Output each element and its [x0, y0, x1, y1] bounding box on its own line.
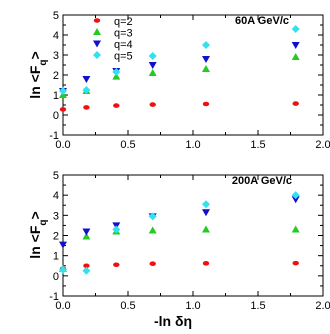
x-tick-label: 1.5 — [250, 300, 265, 312]
plot-frame — [62, 14, 324, 136]
x-tick-label: 1.0 — [185, 300, 200, 312]
y-tick-label: 3 — [53, 50, 59, 62]
y-tick-label: -1 — [49, 291, 59, 303]
legend-marker-q4 — [93, 40, 101, 48]
data-point-q5 — [291, 191, 300, 200]
data-point-q2 — [113, 262, 120, 268]
y-axis-label-close: > — [27, 211, 43, 219]
data-point-q5 — [148, 52, 157, 60]
legend-marker-q5 — [93, 51, 101, 59]
data-point-q3 — [82, 232, 91, 240]
y-tick-label: 4 — [53, 30, 59, 42]
x-tick-label: 0.0 — [55, 139, 70, 151]
data-point-q5 — [59, 87, 67, 95]
y-axis-label-main: ln <F — [27, 225, 43, 259]
y-tick-label: 1 — [53, 90, 59, 102]
y-tick-label: 5 — [53, 170, 59, 182]
data-point-q5 — [291, 25, 300, 33]
data-point-q2 — [202, 101, 210, 107]
x-tick-label: 1.0 — [185, 139, 200, 151]
data-point-q3 — [202, 225, 210, 233]
y-tick-label: 3 — [53, 210, 59, 222]
y-axis-label: ln <Fq> — [27, 211, 49, 258]
data-point-q4 — [202, 56, 210, 63]
x-tick-label: 2.0 — [315, 139, 330, 151]
data-point-q4 — [148, 62, 157, 69]
data-point-q5 — [148, 212, 157, 221]
data-point-q4 — [291, 42, 300, 49]
y-tick-label: 2 — [53, 70, 59, 82]
y-axis-label-close: > — [27, 51, 43, 59]
y-tick-label: 0 — [53, 110, 59, 122]
x-tick-label: 2.0 — [315, 300, 330, 312]
data-point-q3 — [112, 72, 121, 80]
data-point-q2 — [83, 105, 90, 110]
data-point-q2 — [149, 261, 156, 267]
data-point-q3 — [202, 65, 210, 72]
legend-marker-q3 — [93, 28, 101, 35]
legend-label: q=4 — [114, 39, 133, 51]
data-point-q2 — [59, 107, 67, 112]
x-tick-label: 0.5 — [120, 300, 135, 312]
data-point-q5 — [112, 68, 121, 76]
data-point-q5 — [82, 266, 91, 275]
panel-200a: 0.0 0.5 1.0 1.5 2.0 -1 0 1 2 3 4 5 ln <Fq> -ln δη 200A… — [27, 170, 330, 329]
data-point-q5 — [202, 200, 210, 209]
data-point-q2 — [83, 263, 90, 269]
y-tick-label: 4 — [53, 190, 59, 202]
y-axis-label-sub: q — [38, 220, 49, 226]
y-tick-label: -1 — [49, 130, 59, 142]
data-point-q2 — [292, 101, 299, 106]
y-tick-label: 0 — [53, 271, 59, 283]
data-point-q3 — [148, 226, 157, 234]
x-tick-label: 0.5 — [120, 139, 135, 151]
y-axis-label: ln <Fq> — [27, 51, 49, 98]
data-point-q4 — [82, 76, 91, 83]
data-point-q2 — [292, 260, 299, 266]
legend-label: q=3 — [114, 28, 133, 40]
data-point-q4 — [59, 241, 67, 249]
x-axis-label: -ln δη — [154, 313, 192, 329]
y-axis-label-main: ln <F — [27, 65, 43, 99]
data-point-q4 — [202, 209, 210, 217]
data-point-q3 — [291, 53, 300, 60]
legend-label: q=2 — [114, 16, 133, 28]
data-point-q5 — [112, 225, 121, 234]
data-point-q2 — [149, 102, 156, 107]
y-tick-label: 1 — [53, 251, 59, 263]
data-point-q5 — [82, 86, 91, 94]
data-point-q2 — [202, 261, 210, 266]
energy-annotation: 60A GeV/c — [235, 15, 289, 27]
data-point-q4 — [82, 228, 91, 236]
y-tick-label: 2 — [53, 231, 59, 243]
y-axis-label-sub: q — [38, 60, 49, 66]
x-tick-label: 1.5 — [250, 139, 265, 151]
legend-marker-q2 — [93, 18, 101, 23]
data-point-q4 — [291, 196, 300, 204]
legend-label: q=5 — [114, 51, 133, 63]
data-point-q5 — [202, 41, 210, 49]
x-tick-label: 0.0 — [55, 300, 70, 312]
y-tick-label: 5 — [53, 10, 59, 22]
data-point-q3 — [148, 69, 157, 76]
energy-annotation: 200A GeV/c — [232, 175, 292, 187]
data-point-q5 — [59, 265, 67, 274]
plot-frame — [62, 174, 324, 297]
data-point-q3 — [291, 225, 300, 233]
data-point-q2 — [113, 103, 120, 108]
